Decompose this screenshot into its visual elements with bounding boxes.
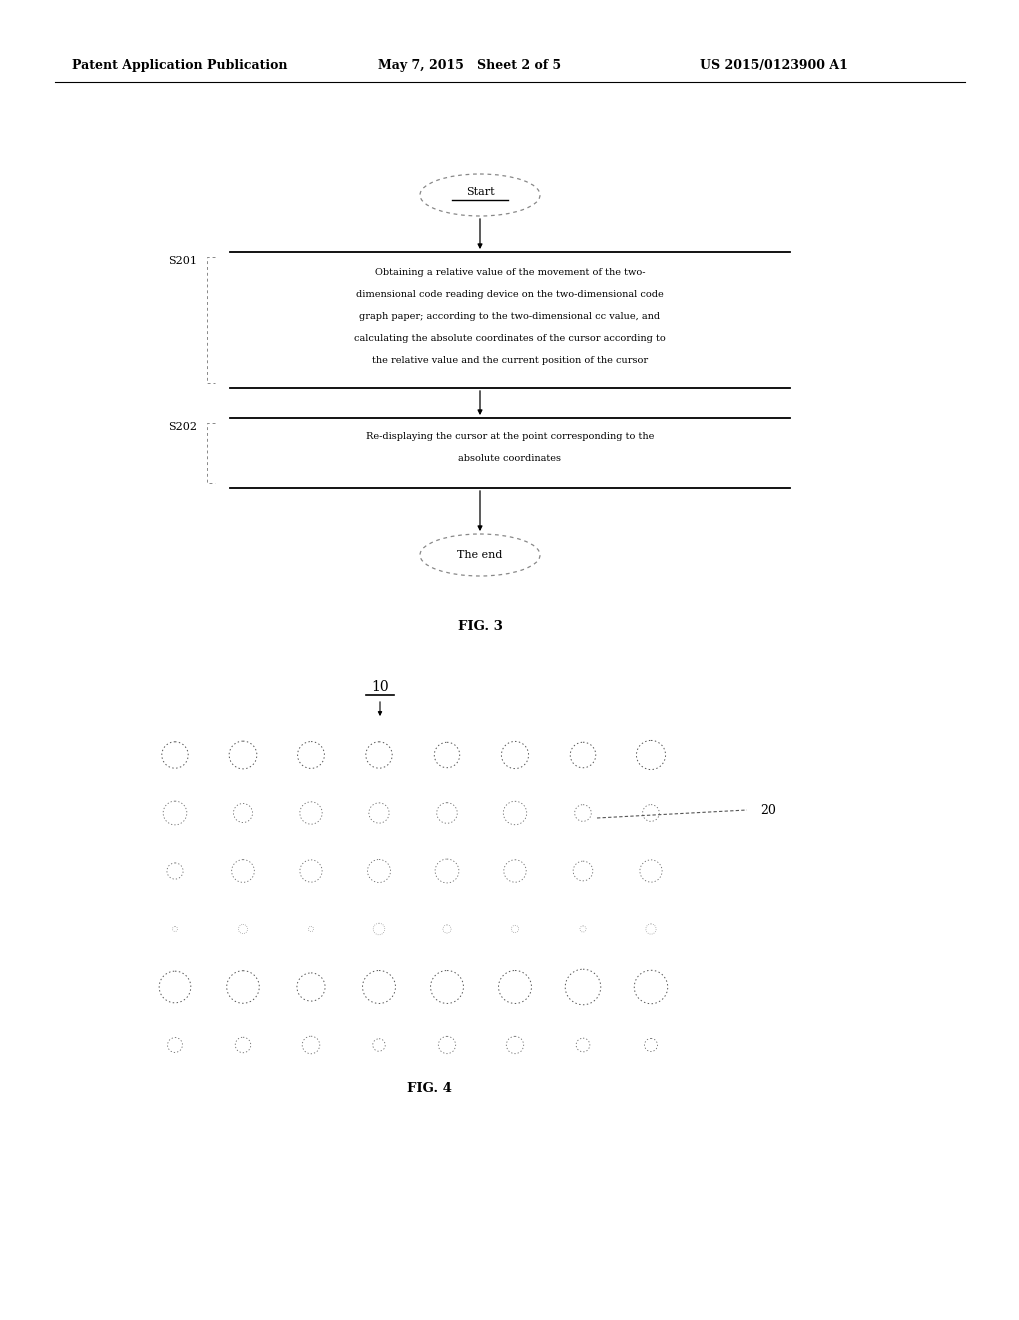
Text: the relative value and the current position of the cursor: the relative value and the current posit… bbox=[372, 356, 647, 366]
Text: S201: S201 bbox=[168, 256, 197, 267]
Text: dimensional code reading device on the two-dimensional code: dimensional code reading device on the t… bbox=[356, 290, 663, 300]
Text: The end: The end bbox=[457, 550, 502, 560]
Text: Re-displaying the cursor at the point corresponding to the: Re-displaying the cursor at the point co… bbox=[366, 432, 653, 441]
Text: graph paper; according to the two-dimensional cc value, and: graph paper; according to the two-dimens… bbox=[359, 312, 660, 321]
Text: FIG. 3: FIG. 3 bbox=[458, 620, 502, 634]
Text: 10: 10 bbox=[371, 680, 388, 694]
Text: US 2015/0123900 A1: US 2015/0123900 A1 bbox=[699, 58, 847, 71]
Text: 20: 20 bbox=[759, 804, 775, 817]
Text: Obtaining a relative value of the movement of the two-: Obtaining a relative value of the moveme… bbox=[374, 268, 645, 277]
Text: Start: Start bbox=[466, 187, 494, 197]
Text: calculating the absolute coordinates of the cursor according to: calculating the absolute coordinates of … bbox=[354, 334, 665, 343]
Text: S202: S202 bbox=[168, 422, 197, 432]
Text: FIG. 4: FIG. 4 bbox=[408, 1082, 452, 1096]
Text: Patent Application Publication: Patent Application Publication bbox=[72, 58, 287, 71]
Text: May 7, 2015   Sheet 2 of 5: May 7, 2015 Sheet 2 of 5 bbox=[378, 58, 560, 71]
Text: absolute coordinates: absolute coordinates bbox=[459, 454, 560, 463]
